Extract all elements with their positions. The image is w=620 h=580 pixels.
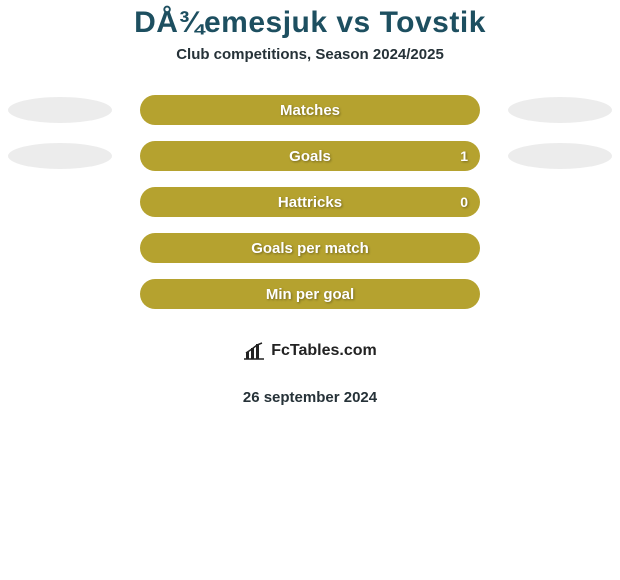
stat-label: Min per goal <box>140 286 480 303</box>
page-subtitle: Club competitions, Season 2024/2025 <box>0 46 620 63</box>
stat-label: Hattricks <box>140 194 480 211</box>
bar-chart-icon <box>243 342 265 360</box>
right-oval <box>508 97 612 123</box>
source-badge-text: FcTables.com <box>271 342 377 360</box>
stat-label: Goals <box>140 148 480 165</box>
stat-row-hattricks: Hattricks 0 <box>0 187 620 217</box>
left-oval <box>8 97 112 123</box>
stat-label: Goals per match <box>140 240 480 257</box>
stat-rows: Matches Goals 1 Hattricks 0 Goals per ma… <box>0 95 620 309</box>
stat-row-goals: Goals 1 <box>0 141 620 171</box>
source-badge: FcTables.com <box>202 329 418 373</box>
stat-value-right: 1 <box>460 148 468 164</box>
stat-pill: Goals 1 <box>140 141 480 171</box>
right-oval <box>508 143 612 169</box>
stat-row-goals-per-match: Goals per match <box>0 233 620 263</box>
stat-row-matches: Matches <box>0 95 620 125</box>
stat-pill: Hattricks 0 <box>140 187 480 217</box>
stat-value-right: 0 <box>460 194 468 210</box>
stat-pill: Matches <box>140 95 480 125</box>
stat-label: Matches <box>140 102 480 119</box>
stat-pill: Min per goal <box>140 279 480 309</box>
date-label: 26 september 2024 <box>0 389 620 406</box>
stat-pill: Goals per match <box>140 233 480 263</box>
stat-row-min-per-goal: Min per goal <box>0 279 620 309</box>
left-oval <box>8 143 112 169</box>
page-title: DÅ¾emesjuk vs Tovstik <box>0 6 620 40</box>
